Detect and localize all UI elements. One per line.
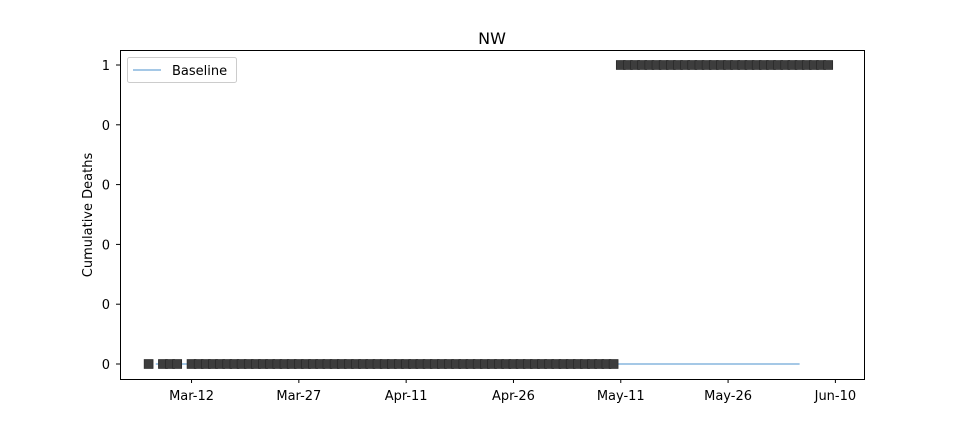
data-point [823, 60, 834, 70]
x-tick-label: May-11 [597, 389, 645, 404]
x-tick-label: Jun-10 [814, 389, 857, 404]
x-tick-label: May-26 [704, 389, 752, 404]
x-tick-label: Apr-26 [492, 389, 535, 404]
legend-box [127, 57, 237, 83]
legend: Baseline [127, 57, 237, 83]
legend-label-baseline: Baseline [172, 64, 227, 79]
y-tick-label: 0 [102, 238, 110, 253]
plot-frame [120, 50, 865, 380]
x-tick-label: Mar-27 [276, 389, 321, 404]
plot-area [120, 50, 865, 380]
x-axis: Mar-12 Mar-27 Apr-11 Apr-26 May-11 May-26 Jun-… [169, 379, 856, 404]
y-tick-label: 0 [102, 179, 110, 194]
y-tick-label: 0 [102, 298, 110, 313]
y-axis-label: Cumulative Deaths [81, 153, 96, 278]
data-point [143, 359, 154, 369]
y-tick-label: 1 [102, 59, 110, 74]
data-point [608, 359, 619, 369]
x-tick-label: Apr-11 [385, 389, 428, 404]
x-tick-label: Mar-12 [169, 389, 214, 404]
series-layer [143, 60, 834, 369]
y-tick-label: 0 [102, 119, 110, 134]
y-tick-label: 0 [102, 358, 110, 373]
chart-title: NW [478, 29, 506, 48]
y-axis: 0 0 0 0 0 1 [102, 59, 120, 373]
data-point [172, 359, 183, 369]
